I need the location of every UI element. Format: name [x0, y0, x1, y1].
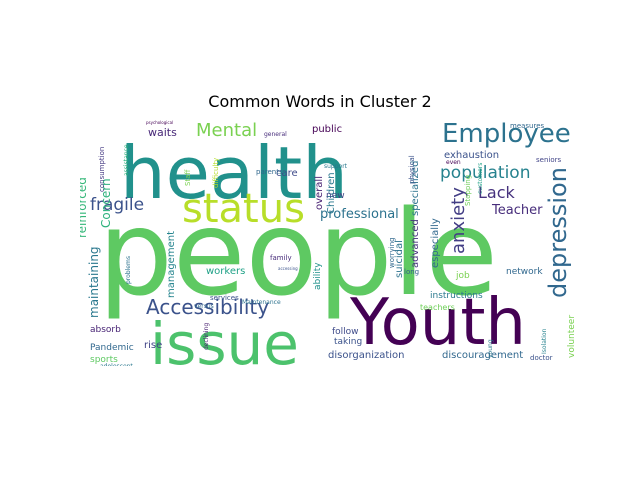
word-especially: especially — [430, 218, 441, 268]
word-taking: taking — [334, 337, 362, 347]
word-versus: versus — [194, 303, 214, 310]
word-population: population — [440, 163, 530, 183]
word-declining: declining — [203, 323, 210, 350]
word-customers: customers — [477, 163, 484, 194]
word-maintaining: maintaining — [87, 246, 101, 318]
word-services: services — [210, 294, 239, 302]
word-doctor: doctor — [530, 354, 553, 362]
word-teachers: teachers — [420, 303, 455, 312]
word-maintenance: Maintenance — [242, 299, 281, 306]
word-overall: overall — [314, 176, 325, 210]
word-staff: Staff — [184, 170, 192, 186]
word-workers: workers — [206, 266, 245, 277]
word-assistance: assistance — [123, 144, 130, 176]
word-people: people — [98, 184, 498, 322]
word-public: public — [312, 124, 342, 135]
word-young: young — [487, 339, 494, 358]
word-support: support — [324, 163, 348, 170]
word-stopping: Stopping — [464, 175, 472, 206]
chart-title: Common Words in Cluster 2 — [208, 92, 432, 111]
word-mental: Mental — [196, 120, 257, 141]
word-volunteer: volunteer — [567, 315, 576, 358]
word-absorb: absorb — [90, 325, 121, 335]
word-network: network — [506, 267, 543, 277]
word-anxiety: anxiety — [448, 187, 469, 254]
word-measures: measures — [510, 122, 545, 130]
word-concern: Concern — [99, 178, 113, 228]
word-parents: parents — [256, 168, 283, 176]
word-pandemic: Pandemic — [90, 343, 134, 353]
word-physical: physical — [408, 155, 416, 184]
word-accessibility: Accessibility — [146, 295, 269, 319]
word-instructions: instructions — [430, 291, 483, 301]
word-family: family — [270, 254, 292, 262]
word-disorganization: disorganization — [328, 350, 405, 361]
word-difficulty: difficulty — [212, 158, 220, 188]
word-employee: Employee — [442, 119, 571, 149]
word-exhaustion: exhaustion — [444, 150, 499, 161]
word-cloud-area: people health Youth issue status Employee Acce… — [80, 118, 576, 366]
word-worrying: worrying — [388, 237, 396, 268]
word-job: job — [455, 271, 470, 281]
word-teacher: Teacher — [491, 203, 543, 218]
word-waits: waits — [148, 126, 177, 139]
word-specialized: specialized — [410, 161, 421, 216]
word-accessing: accessing — [278, 266, 298, 271]
word-suicidal: suicidal — [394, 240, 405, 278]
word-isolation: Isolation — [541, 328, 548, 354]
word-management: management — [166, 231, 177, 298]
word-care: care — [276, 168, 298, 179]
word-psychological: psychological — [146, 120, 173, 125]
word-adolescent: adolescent — [100, 363, 133, 366]
word-lack: Lack — [478, 183, 516, 202]
word-sports: sports — [90, 355, 118, 365]
word-follow: follow — [332, 327, 359, 337]
word-general: general — [264, 131, 287, 138]
word-issue: issue — [150, 310, 299, 366]
word-advanced: advanced — [410, 219, 421, 268]
word-problems: problems — [125, 256, 132, 284]
word-fragile: fragile — [90, 195, 144, 215]
word-health: health — [120, 131, 348, 215]
word-new: new — [326, 191, 345, 201]
word-long: long — [404, 268, 419, 276]
word-rise: rise — [144, 340, 162, 351]
word-reinforced: reinforced — [80, 177, 89, 238]
word-children: Children — [326, 172, 337, 214]
word-youth: Youth — [349, 286, 526, 360]
word-consumption: consumption — [98, 147, 106, 192]
word-seniors: seniors — [536, 156, 561, 164]
word-discouragement: discouragement — [442, 350, 523, 361]
word-even: even — [446, 159, 461, 166]
word-ability: ability — [313, 262, 323, 290]
word-professional: professional — [320, 207, 399, 222]
word-depression: depression — [544, 167, 572, 298]
word-status: status — [182, 186, 305, 232]
